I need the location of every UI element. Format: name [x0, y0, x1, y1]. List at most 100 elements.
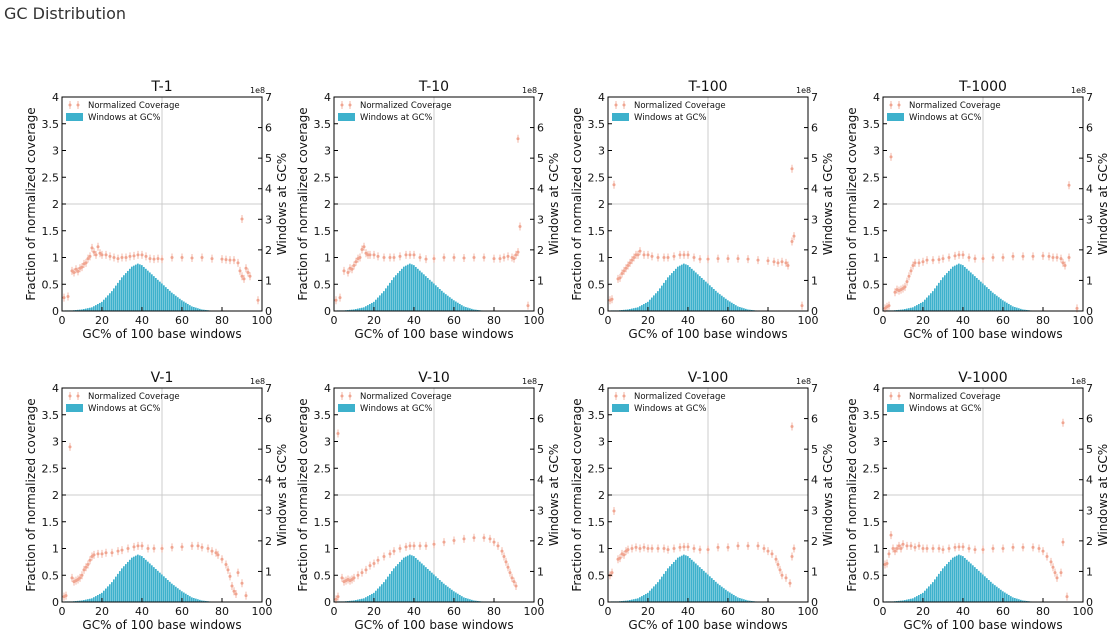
- windows-bar: [655, 584, 657, 602]
- coverage-point: [136, 253, 140, 257]
- windows-bar: [994, 585, 996, 602]
- coverage-point: [901, 287, 905, 291]
- windows-bar: [972, 274, 974, 311]
- page-title: GC Distribution: [4, 4, 126, 23]
- legend-windows-swatch: [612, 404, 629, 412]
- windows-bar: [107, 295, 109, 311]
- coverage-point: [692, 547, 696, 550]
- coverage-point: [901, 542, 905, 546]
- y-tick-label: 3.5: [42, 118, 60, 131]
- x-tick-label: 80: [215, 605, 229, 618]
- legend-label-windows: Windows at GC%: [634, 404, 707, 414]
- windows-bar: [103, 299, 105, 311]
- x-tick-label: 20: [367, 605, 381, 618]
- y-tick-label: 4: [873, 91, 880, 104]
- x-tick-label: 80: [1036, 605, 1050, 618]
- coverage-point: [526, 304, 530, 308]
- x-tick-label: 40: [135, 605, 149, 618]
- y2-tick-label: 7: [1086, 91, 1093, 104]
- windows-bar: [902, 600, 904, 602]
- windows-bar: [908, 308, 910, 311]
- windows-bar: [465, 598, 467, 602]
- windows-bar: [381, 584, 383, 602]
- y-tick-label: 1.5: [314, 516, 332, 529]
- windows-bar: [657, 582, 659, 602]
- windows-bar: [982, 283, 984, 311]
- y2-multiplier: 1e8: [1071, 86, 1086, 95]
- windows-bar: [197, 308, 199, 311]
- windows-bar: [387, 576, 389, 602]
- y2-tick-label: 6: [811, 122, 818, 135]
- coverage-point: [352, 264, 356, 268]
- y2-tick-label: 6: [1086, 122, 1093, 135]
- windows-bar: [97, 595, 99, 602]
- windows-bar: [127, 270, 129, 311]
- windows-bar: [409, 263, 411, 311]
- windows-bar: [109, 584, 111, 602]
- coverage-point: [116, 257, 120, 261]
- windows-bar: [91, 598, 93, 602]
- windows-bar: [451, 589, 453, 602]
- windows-bar: [477, 600, 479, 602]
- coverage-point: [368, 564, 372, 568]
- windows-bar: [647, 301, 649, 311]
- windows-bar: [155, 568, 157, 602]
- coverage-point: [140, 253, 144, 257]
- x-tick-label: 100: [252, 314, 273, 327]
- coverage-point: [1061, 421, 1065, 425]
- coverage-point: [624, 266, 628, 270]
- y2-tick-label: 1: [265, 274, 272, 287]
- x-tick-label: 60: [447, 605, 461, 618]
- windows-bar: [737, 306, 739, 311]
- coverage-point: [136, 544, 140, 548]
- coverage-point: [76, 578, 80, 582]
- coverage-point: [210, 549, 214, 553]
- coverage-point: [418, 544, 422, 548]
- y2-tick-label: 1: [537, 274, 544, 287]
- windows-bar: [948, 561, 950, 602]
- coverage-point: [1041, 549, 1045, 553]
- coverage-point: [790, 425, 794, 429]
- windows-bar: [705, 572, 707, 602]
- windows-bar: [101, 592, 103, 602]
- y-tick-label: 4: [598, 382, 605, 395]
- windows-bar: [962, 556, 964, 602]
- y-tick-label: 2.5: [588, 462, 606, 475]
- coverage-point: [792, 234, 796, 238]
- y2-tick-label: 5: [811, 443, 818, 456]
- coverage-point: [76, 269, 80, 273]
- y2-tick-label: 4: [537, 474, 544, 487]
- x-tick-label: 100: [524, 605, 545, 618]
- coverage-point: [372, 561, 376, 565]
- coverage-point: [1031, 545, 1035, 549]
- windows-bar: [1010, 305, 1012, 311]
- y2-tick-label: 6: [265, 122, 272, 135]
- y-tick-label: 0: [52, 596, 59, 609]
- windows-bar: [359, 599, 361, 602]
- coverage-point: [780, 573, 784, 577]
- windows-bar: [902, 309, 904, 311]
- windows-bar: [984, 285, 986, 311]
- windows-bar: [661, 285, 663, 311]
- y2-tick-label: 5: [537, 152, 544, 165]
- y2-tick-label: 4: [265, 183, 272, 196]
- legend-coverage-marker: [76, 394, 80, 398]
- windows-bar: [441, 290, 443, 311]
- windows-bar: [83, 600, 85, 602]
- coverage-point: [887, 304, 891, 308]
- chart-title: T-1000: [958, 79, 1007, 95]
- windows-bar: [421, 563, 423, 602]
- windows-bar: [183, 592, 185, 602]
- y-tick-label: 3: [52, 145, 59, 158]
- windows-bar: [99, 302, 101, 311]
- windows-bar: [419, 270, 421, 311]
- windows-bar: [709, 576, 711, 602]
- x-axis-label: GC% of 100 base windows: [628, 618, 787, 632]
- windows-bar: [359, 308, 361, 311]
- x-axis-label: GC% of 100 base windows: [903, 618, 1062, 632]
- windows-bar: [645, 302, 647, 311]
- windows-bar: [195, 598, 197, 602]
- coverage-point: [774, 557, 778, 561]
- windows-bar: [441, 581, 443, 602]
- legend-label-coverage: Normalized Coverage: [360, 101, 452, 111]
